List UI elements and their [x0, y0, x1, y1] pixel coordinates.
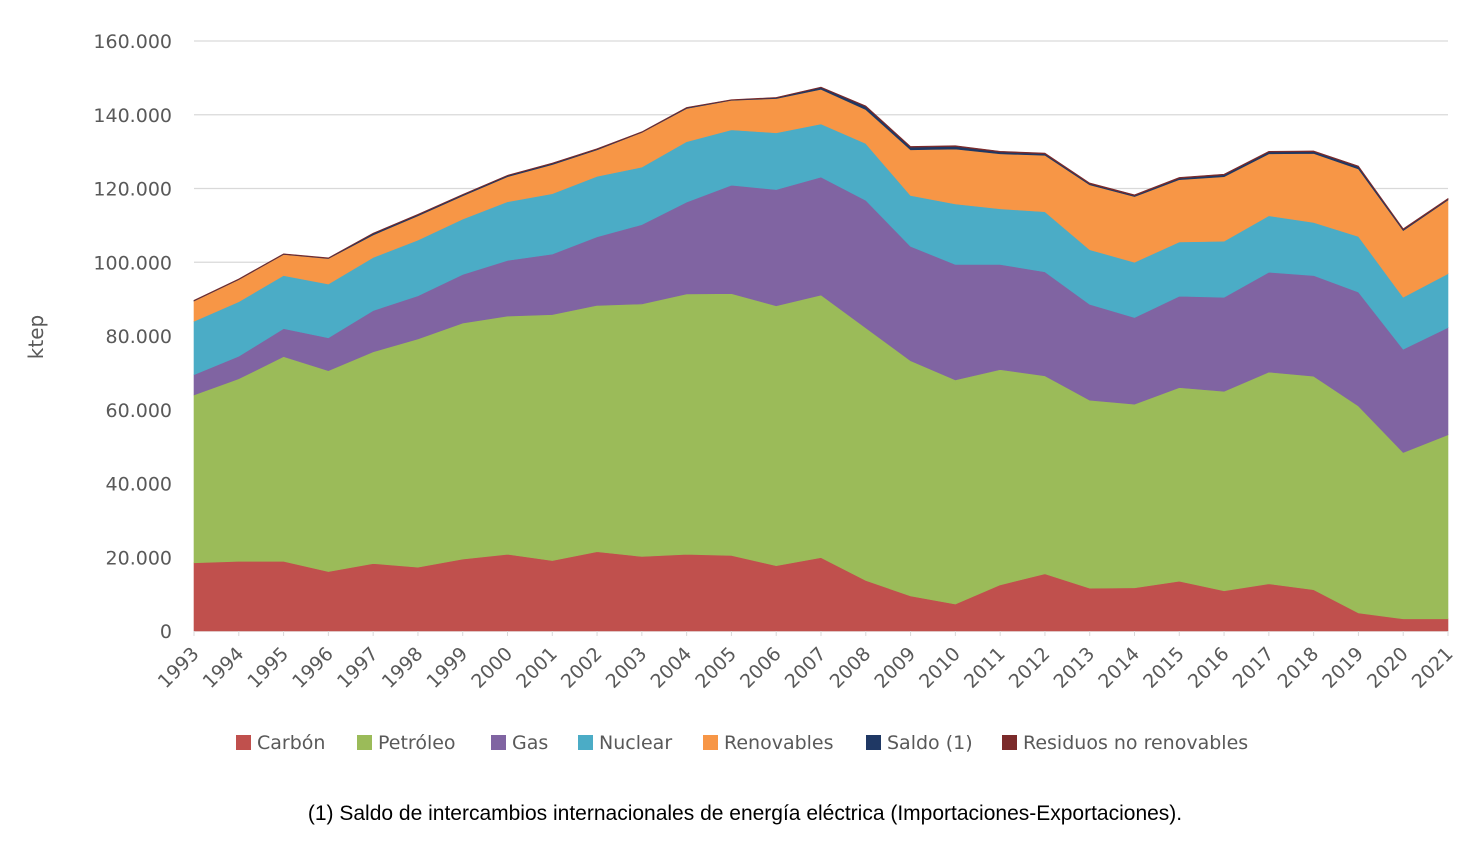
x-tick-label: 2004: [646, 643, 696, 693]
legend: Carbón Petróleo Gas Nuclear Renovables Saldo …: [236, 732, 1248, 754]
x-tick-label: 2009: [870, 643, 920, 693]
x-tick-label: 2015: [1139, 643, 1189, 693]
x-tick-label: 2001: [512, 643, 562, 693]
x-tick-label: 2012: [1005, 643, 1055, 693]
legend-swatch: [357, 735, 372, 750]
legend-item: Nuclear: [578, 732, 672, 754]
x-tick-label: 2013: [1049, 643, 1099, 693]
legend-swatch: [866, 735, 881, 750]
x-tick-label: 2019: [1318, 643, 1368, 693]
legend-label: Residuos no renovables: [1023, 732, 1248, 754]
footnote: (1) Saldo de intercambios internacionale…: [307, 802, 1183, 825]
x-tick-label: 2017: [1229, 643, 1279, 693]
y-tick-label: 60.000: [106, 400, 172, 422]
x-axis-ticks: 1993199419951996199719981999200020012002…: [154, 631, 1458, 693]
y-tick-label: 120.000: [93, 179, 172, 201]
x-tick-label: 2003: [602, 643, 652, 693]
legend-swatch: [578, 735, 593, 750]
legend-item: Residuos no renovables: [1002, 732, 1248, 754]
legend-label: Renovables: [724, 732, 834, 754]
y-tick-label: 20.000: [106, 547, 172, 569]
legend-item: Saldo (1): [866, 732, 973, 754]
x-tick-label: 2014: [1094, 643, 1144, 693]
legend-swatch: [491, 735, 506, 750]
x-tick-label: 1999: [422, 643, 472, 693]
legend-item: Gas: [491, 732, 548, 754]
x-tick-label: 2018: [1273, 643, 1323, 693]
stacked-areas: [193, 86, 1449, 632]
y-tick-label: 140.000: [93, 105, 172, 127]
legend-swatch: [703, 735, 718, 750]
x-tick-label: 1997: [333, 643, 383, 693]
legend-label: Carbón: [257, 732, 325, 754]
x-tick-label: 1996: [288, 643, 338, 693]
y-axis-ticks: 0 20.000 40.000 60.000 80.000 100.000 120.000 1…: [93, 31, 172, 643]
legend-swatch: [236, 735, 251, 750]
x-tick-label: 2021: [1408, 643, 1458, 693]
y-tick-label: 160.000: [93, 31, 172, 53]
x-tick-label: 2008: [826, 643, 876, 693]
y-tick-label: 80.000: [106, 326, 172, 348]
y-tick-label: 40.000: [106, 474, 172, 496]
legend-item: Petróleo: [357, 732, 456, 754]
legend-label: Petróleo: [378, 732, 456, 754]
legend-item: Renovables: [703, 732, 834, 754]
legend-label: Gas: [512, 732, 548, 754]
legend-label: Saldo (1): [887, 732, 973, 754]
legend-label: Nuclear: [599, 732, 672, 754]
x-tick-label: 1998: [378, 643, 428, 693]
y-tick-label: 100.000: [93, 252, 172, 274]
x-tick-label: 2000: [467, 643, 517, 693]
x-tick-label: 1993: [154, 643, 204, 693]
energy-consumption-chart: 0 20.000 40.000 60.000 80.000 100.000 120.000 1…: [24, 31, 1458, 754]
x-tick-label: 2020: [1363, 643, 1413, 693]
legend-swatch: [1002, 735, 1017, 750]
x-tick-label: 2007: [781, 643, 831, 693]
area-residuos-no-renovables: [193, 86, 1449, 302]
x-tick-label: 2005: [691, 643, 741, 693]
y-tick-label: 0: [160, 621, 172, 643]
x-tick-label: 1995: [243, 643, 293, 693]
x-tick-label: 2002: [557, 643, 607, 693]
x-tick-label: 2011: [960, 643, 1010, 693]
x-tick-label: 1994: [199, 643, 249, 693]
legend-item: Carbón: [236, 732, 325, 754]
x-tick-label: 2010: [915, 643, 965, 693]
x-tick-label: 2016: [1184, 643, 1234, 693]
y-axis-label: ktep: [24, 315, 48, 359]
x-tick-label: 2006: [736, 643, 786, 693]
